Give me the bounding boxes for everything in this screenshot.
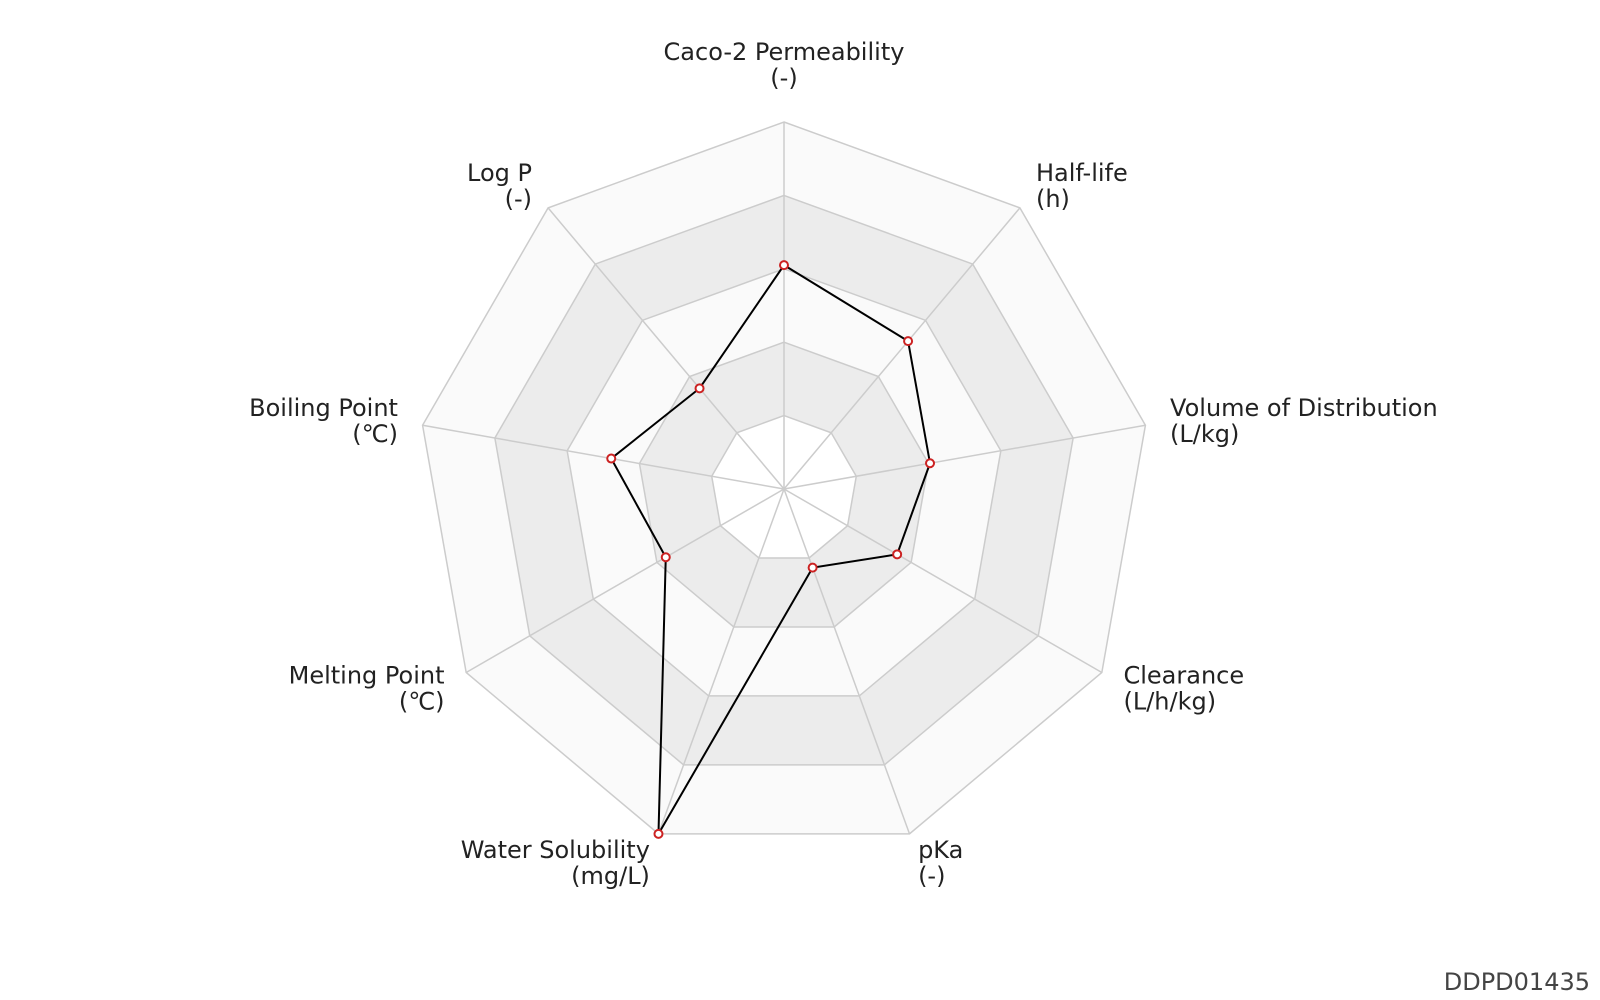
data-line [609,263,932,835]
axis-unit: (L/h/kg) [1123,688,1216,716]
data-point [903,336,914,347]
footer-id: DDPD01435 [1444,968,1590,996]
spoke [422,424,785,490]
axis-unit: (h) [1036,185,1070,213]
data-point [779,260,789,271]
spoke [783,488,911,835]
data-point [660,552,671,563]
spoke [783,424,1146,490]
data-point [606,453,617,464]
axis-unit: (-) [505,185,532,213]
axis-unit: (℃) [399,688,445,716]
axis-label: Boiling Point [249,394,398,422]
data-point [694,383,705,394]
spoke [783,207,1021,490]
spoke [783,488,1103,674]
axis-label: pKa [918,836,963,864]
spoke [657,488,785,835]
axis-unit: (℃) [352,420,398,448]
axis-label: Melting Point [289,662,445,690]
spoke [465,488,785,674]
axis-label: Half-life [1036,159,1128,187]
axis-unit: (L/kg) [1170,420,1239,448]
data-point [653,828,664,839]
spoke [547,207,785,490]
axis-unit: (-) [770,64,797,92]
axis-label: Water Solubility [461,836,650,864]
axis-label: Caco-2 Permeability [664,38,905,66]
data-point [892,549,903,560]
data-point [925,458,936,469]
axis-unit: (mg/L) [571,862,650,890]
axis-label: Log P [467,159,532,187]
axis-label: Clearance [1123,662,1244,690]
axis-label: Volume of Distribution [1170,394,1438,422]
data-point [807,562,818,573]
axis-unit: (-) [918,862,945,890]
